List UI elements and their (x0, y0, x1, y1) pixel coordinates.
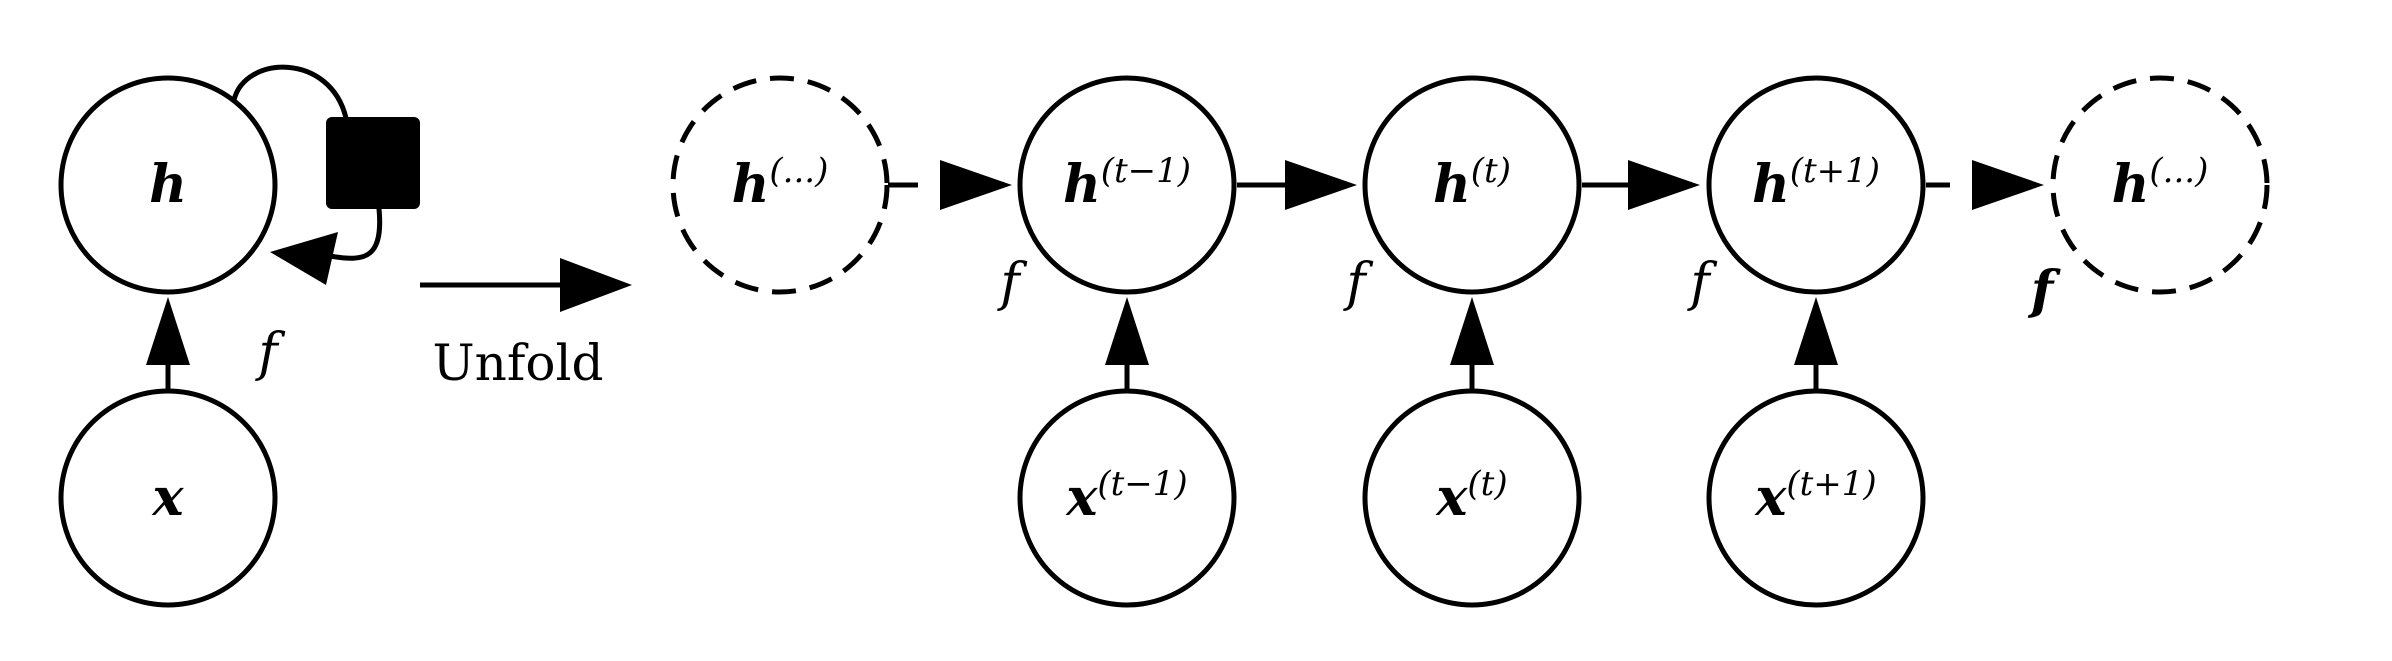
hidden-node-dashed-right-label: h(...) (2112, 151, 2209, 215)
hidden-node-t-label: h(t) (1433, 151, 1511, 215)
hidden-node-dashed-left (670, 75, 890, 295)
delay-square (326, 117, 420, 209)
hidden-edge-dashed-in-arrowhead (940, 160, 1012, 210)
function-label-dashed-out: f (2027, 260, 2061, 321)
input-node-t-plus-1-label: x(t+1) (1754, 464, 1876, 528)
hidden-edge-t-to-t-plus-1-arrowhead (1628, 160, 1700, 210)
hidden-edge-t-minus-1-to-t-arrowhead (1285, 160, 1357, 210)
hidden-node-dashed-right (2050, 75, 2270, 295)
hidden-node-t (1362, 75, 1582, 295)
input-edge-t-plus-1-arrowhead (1794, 297, 1838, 365)
input-edge-t-minus-1-arrowhead (1105, 297, 1149, 365)
input-node-t-minus-1-label: x(t−1) (1065, 464, 1187, 528)
function-label-folded: f (254, 323, 285, 383)
hidden-node-t-minus-1-label: h(t−1) (1063, 151, 1191, 215)
input-node-t-label: x(t) (1435, 464, 1507, 528)
input-edge-t-arrowhead (1450, 297, 1494, 365)
hidden-node-t-plus-1 (1706, 75, 1926, 295)
unfold-arrowhead (560, 258, 632, 312)
input-to-hidden-arrowhead-folded (146, 297, 190, 365)
unfold-label: Unfold (433, 334, 604, 392)
function-label-t: f (1342, 253, 1373, 313)
hidden-node-dashed-left-label: h(...) (732, 151, 829, 215)
hidden-node-folded-label: h (149, 154, 187, 215)
input-node-t-plus-1 (1706, 388, 1926, 608)
hidden-node-folded (58, 75, 278, 295)
folded-graph: h x f (58, 64, 420, 608)
unfold-transition: Unfold (420, 258, 632, 392)
recurrent-arrowhead (270, 232, 338, 285)
hidden-node-t-minus-1 (1017, 75, 1237, 295)
input-node-t-minus-1 (1017, 388, 1237, 608)
hidden-edge-dashed-out-arrowhead (1972, 160, 2044, 210)
function-label-t-minus-1: f (996, 253, 1027, 313)
input-node-folded-label: x (151, 467, 184, 528)
recurrent-loop-edge (231, 64, 383, 261)
unfolded-graph: h(...) h(t−1) h(t) h(t+1) h(...) x(t−1) … (670, 75, 2270, 608)
hidden-node-t-plus-1-label: h(t+1) (1752, 151, 1880, 215)
function-label-t-plus-1: f (1686, 253, 1717, 313)
input-node-t (1362, 388, 1582, 608)
